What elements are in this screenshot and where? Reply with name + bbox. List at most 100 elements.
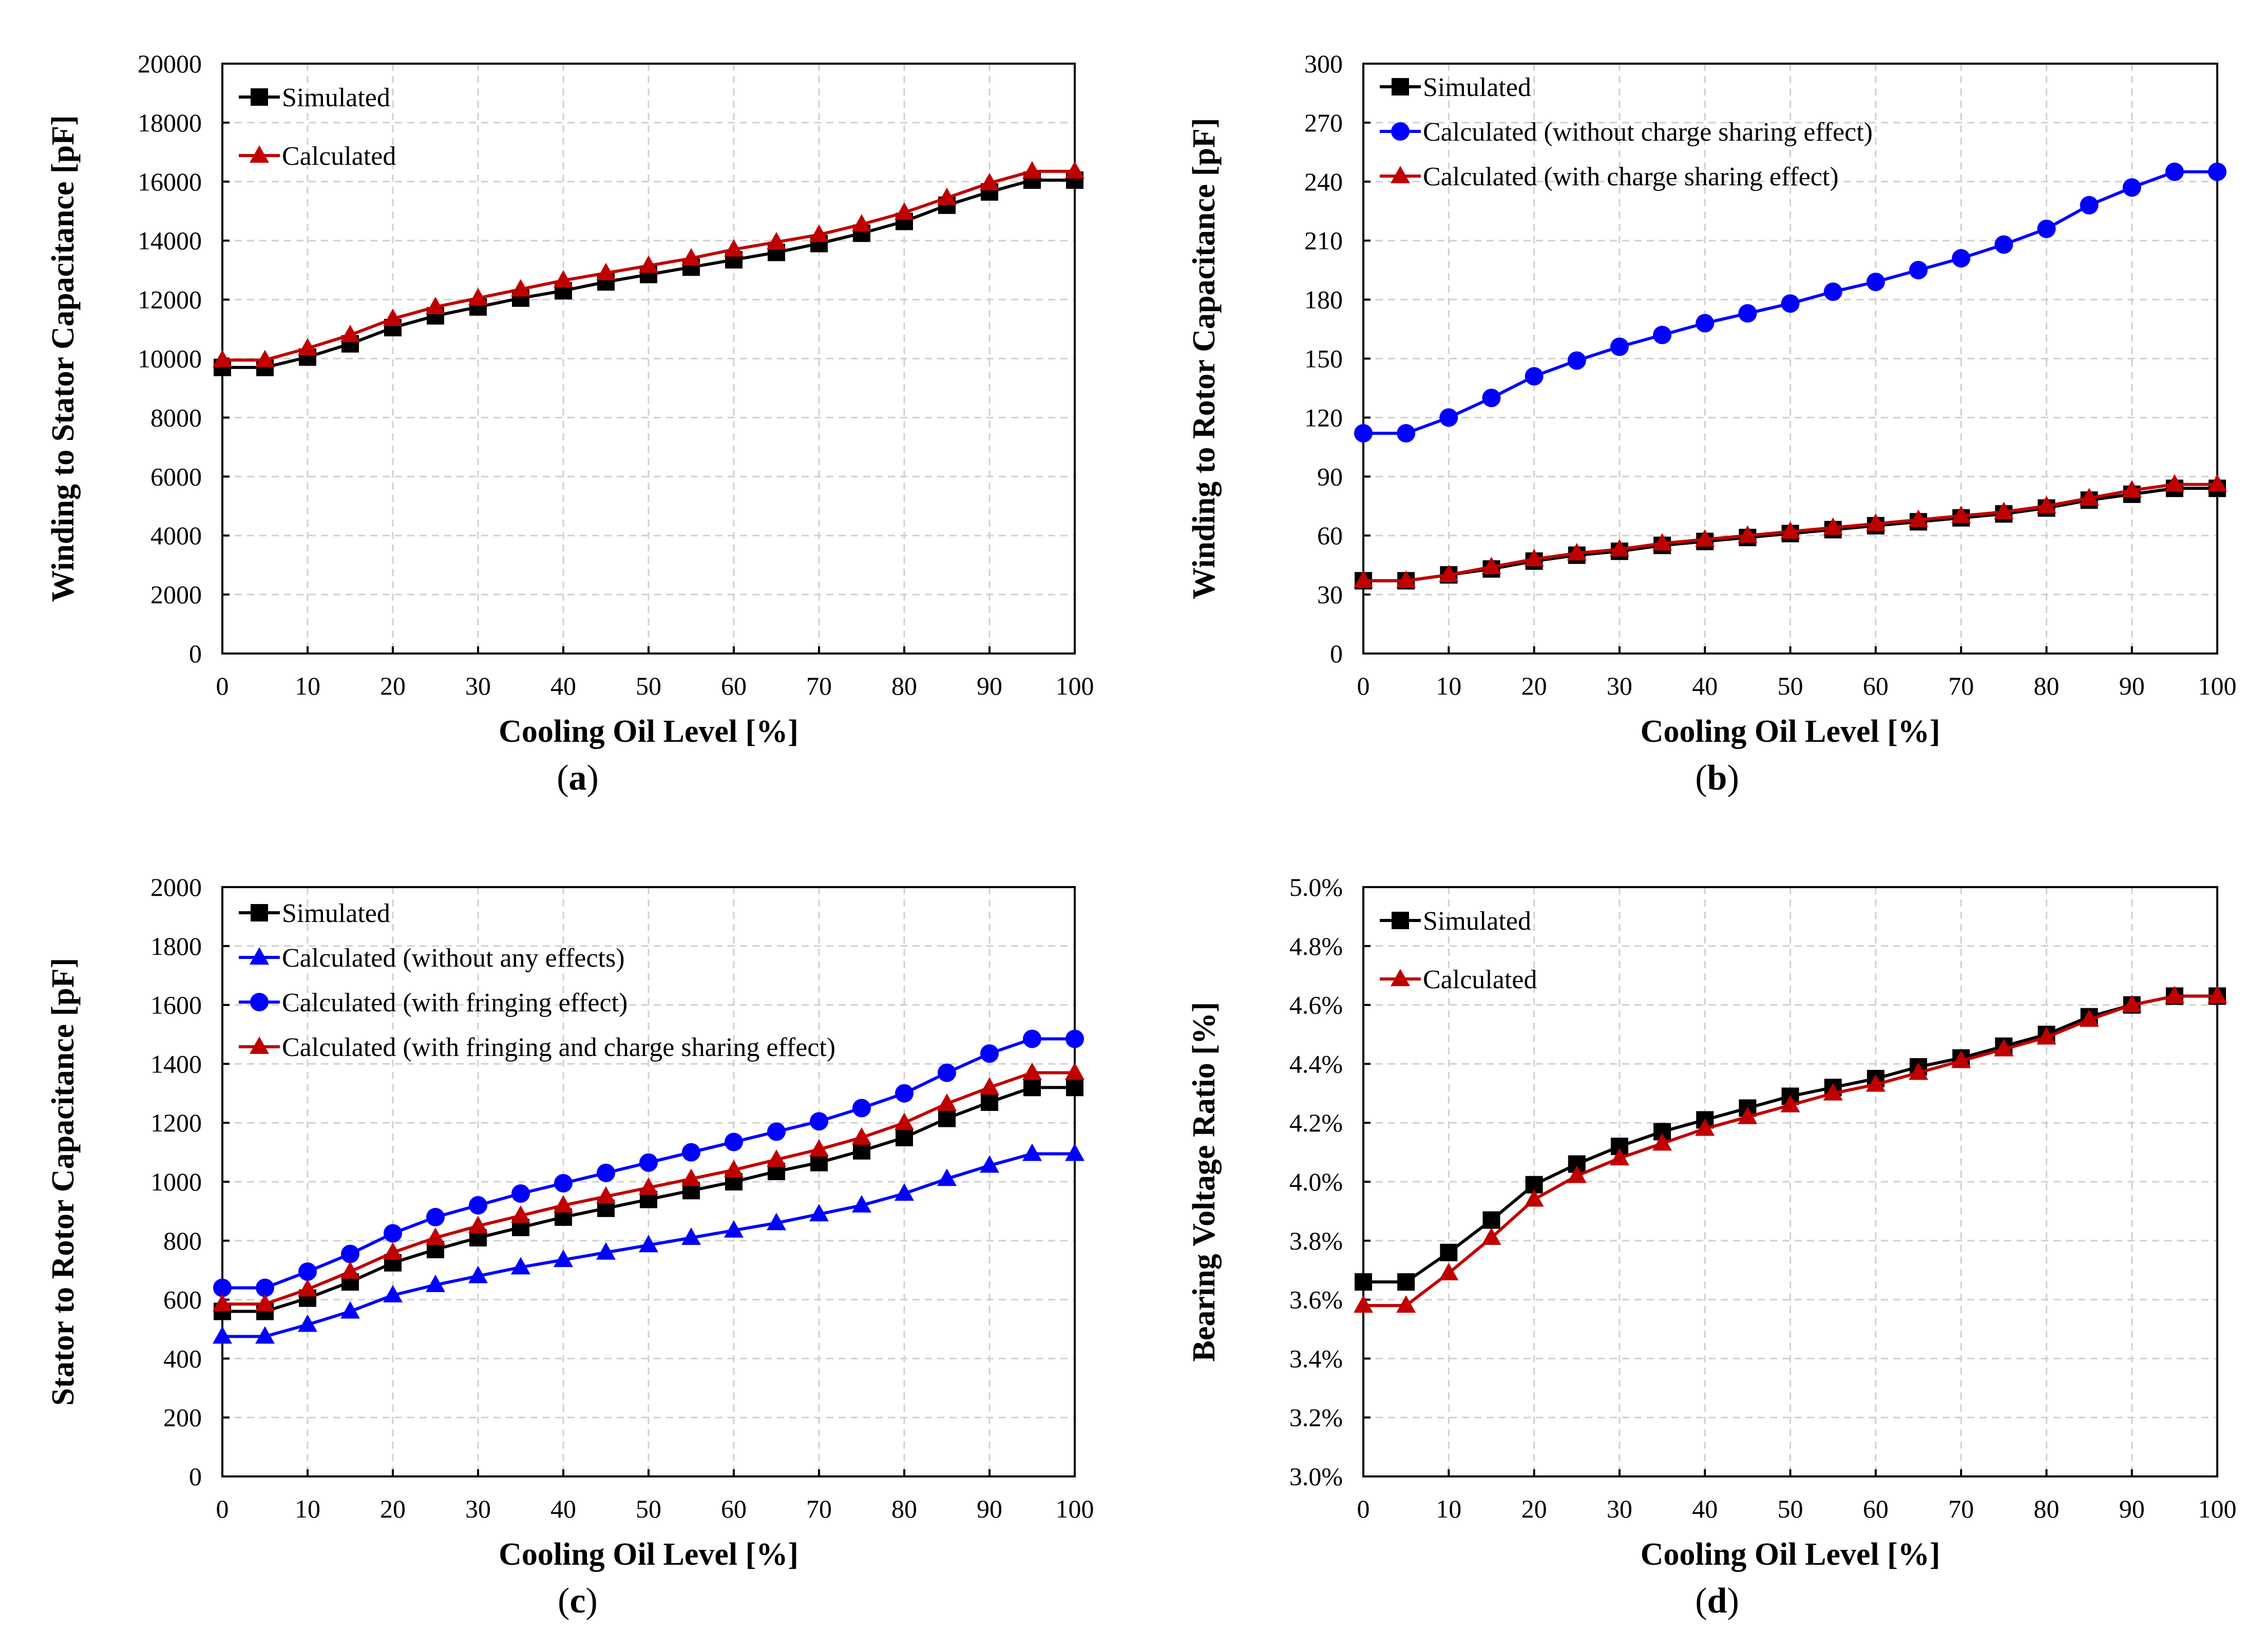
data-point xyxy=(1780,1094,1800,1112)
data-point xyxy=(1780,521,1800,539)
data-point xyxy=(1695,529,1715,547)
data-point xyxy=(2037,219,2056,238)
data-point xyxy=(1696,314,1715,333)
data-point xyxy=(1396,570,1416,588)
y-tick-label: 20000 xyxy=(138,49,202,78)
data-point xyxy=(1355,1273,1372,1291)
x-tick-label: 70 xyxy=(1948,1494,1974,1523)
series-calculated-without-any-effects xyxy=(213,1143,1085,1344)
legend-marker xyxy=(250,947,269,965)
data-point xyxy=(895,1183,914,1201)
legend: Simulated Calculated (without any effects… xyxy=(239,899,835,1062)
legend: Simulated Calculated xyxy=(1380,907,1537,994)
data-point xyxy=(1738,304,1757,323)
x-tick-label: 0 xyxy=(216,671,229,700)
data-point xyxy=(1609,1148,1629,1166)
data-point xyxy=(852,214,871,232)
x-tick-label: 10 xyxy=(295,671,320,700)
data-point xyxy=(596,1242,616,1260)
data-point xyxy=(1951,1050,1971,1068)
data-point xyxy=(554,270,573,288)
data-point xyxy=(980,1077,999,1095)
data-point xyxy=(554,1195,573,1213)
data-point xyxy=(809,1139,829,1157)
x-tick-label: 30 xyxy=(465,671,491,700)
x-axis-label: Cooling Oil Level [%] xyxy=(1641,1537,1940,1572)
data-point xyxy=(1994,502,2014,520)
legend-label: Calculated (without any effects) xyxy=(282,944,625,973)
legend: Simulated Calculated xyxy=(239,83,396,171)
series-calculated-without-charge-sharing-effect xyxy=(1354,162,2227,443)
data-point xyxy=(256,1278,274,1297)
data-point xyxy=(1396,1295,1416,1313)
data-point xyxy=(810,1154,828,1171)
data-point xyxy=(554,1250,573,1267)
data-point xyxy=(1952,249,1971,268)
x-tick-label: 90 xyxy=(977,1494,1002,1523)
y-tick-label: 150 xyxy=(1304,344,1343,373)
data-point xyxy=(511,1257,530,1275)
y-tick-label: 10000 xyxy=(138,344,202,373)
data-point xyxy=(1866,1074,1886,1092)
x-axis-label: Cooling Oil Level [%] xyxy=(499,714,798,749)
data-point xyxy=(511,1205,530,1223)
panel-caption: (c) xyxy=(558,1581,598,1621)
panel-caption: (d) xyxy=(1695,1581,1739,1621)
legend-label: Calculated xyxy=(282,142,396,171)
data-point xyxy=(1397,424,1416,443)
x-tick-label: 50 xyxy=(636,1494,661,1523)
x-tick-label: 90 xyxy=(2119,1494,2145,1523)
data-point xyxy=(2208,986,2227,1004)
x-tick-label: 80 xyxy=(891,671,917,700)
data-point xyxy=(639,1153,658,1172)
data-point xyxy=(554,1174,573,1193)
y-tick-label: 210 xyxy=(1304,226,1343,255)
x-tick-label: 0 xyxy=(216,1494,229,1523)
y-tick-label: 4.6% xyxy=(1289,991,1343,1020)
y-tick-label: 240 xyxy=(1304,167,1343,196)
data-point xyxy=(724,239,744,257)
data-point xyxy=(1066,1029,1084,1048)
data-point xyxy=(1524,549,1544,567)
x-tick-label: 50 xyxy=(636,671,661,700)
data-point xyxy=(681,248,701,266)
data-point xyxy=(1482,1211,1500,1229)
y-tick-label: 3.6% xyxy=(1289,1285,1343,1314)
y-tick-label: 5.0% xyxy=(1289,873,1343,901)
data-point xyxy=(1738,1106,1758,1124)
legend-marker xyxy=(250,145,269,163)
y-tick-label: 4.0% xyxy=(1289,1167,1343,1196)
data-point xyxy=(1823,517,1843,535)
data-point xyxy=(255,1326,275,1344)
x-tick-label: 100 xyxy=(1056,1494,1094,1523)
data-point xyxy=(1439,408,1458,427)
data-point xyxy=(895,202,914,220)
data-point xyxy=(1439,1262,1459,1280)
data-point xyxy=(1567,351,1586,370)
data-point xyxy=(810,1112,828,1131)
data-point xyxy=(2079,1009,2099,1027)
legend-label: Simulated xyxy=(1423,73,1531,102)
data-point xyxy=(2037,495,2057,513)
series-calculated-with-fringing-effect xyxy=(213,1029,1084,1297)
y-tick-label: 200 xyxy=(163,1403,202,1432)
y-tick-label: 1400 xyxy=(150,1049,202,1078)
y-tick-label: 1600 xyxy=(150,991,202,1020)
y-axis-label: Winding to Rotor Capacitance [pF] xyxy=(1187,118,1222,599)
y-axis-label: Bearing Voltage Ratio [%] xyxy=(1187,1002,1222,1362)
x-tick-label: 70 xyxy=(1948,671,1974,700)
x-tick-label: 90 xyxy=(2119,671,2145,700)
data-point xyxy=(468,1265,488,1283)
y-tick-label: 270 xyxy=(1304,108,1343,137)
data-point xyxy=(767,1149,786,1167)
data-point xyxy=(2037,1027,2057,1045)
series-calculated-with-fringing-and-charge-sharing-effect xyxy=(213,1062,1085,1312)
data-point xyxy=(980,1044,999,1063)
legend: Simulated Calculated (without charge shar… xyxy=(1380,73,1873,191)
data-point xyxy=(853,1142,870,1160)
series-calculated xyxy=(213,161,1085,368)
data-point xyxy=(809,224,829,242)
data-point xyxy=(2208,162,2227,181)
y-tick-label: 1200 xyxy=(150,1108,202,1137)
